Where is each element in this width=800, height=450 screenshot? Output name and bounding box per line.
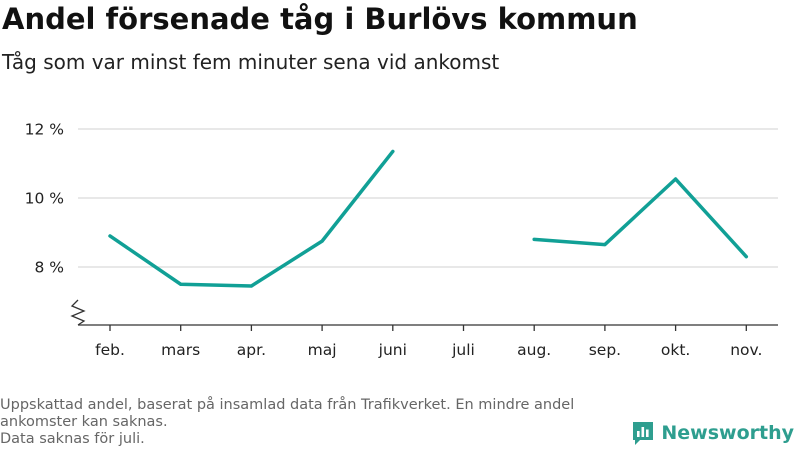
footer-missing-note: Data saknas för juli. bbox=[0, 431, 145, 447]
series-line-segment bbox=[532, 177, 749, 259]
y-tick-label: 8 % bbox=[34, 259, 64, 277]
y-axis-break-icon bbox=[70, 299, 86, 326]
y-tick-label: 12 % bbox=[25, 121, 64, 139]
line-chart: 8 % 10 % 12 % feb. mars apr. maj juni juli aug. se… bbox=[25, 121, 778, 359]
x-tick-label: mars bbox=[161, 341, 200, 359]
brand-logo: Newsworthy bbox=[631, 419, 794, 447]
x-tick-label: nov. bbox=[730, 341, 762, 359]
chart-title: Andel försenade tåg i Burlövs kommun bbox=[2, 2, 638, 36]
chart-footer: Uppskattad andel, baserat på insamlad da… bbox=[0, 397, 630, 448]
chart-subtitle: Tåg som var minst fem minuter sena vid a… bbox=[2, 50, 500, 74]
x-tick-label: apr. bbox=[237, 341, 266, 359]
series-line-segment bbox=[108, 149, 395, 288]
x-tick-label: feb. bbox=[95, 341, 125, 359]
x-tick-label: juli bbox=[451, 341, 475, 359]
x-tick-label: maj bbox=[308, 341, 337, 359]
newsworthy-logo-icon bbox=[633, 422, 654, 445]
footer-note: Uppskattad andel, baserat på insamlad da… bbox=[0, 397, 575, 430]
y-tick-label: 10 % bbox=[25, 190, 64, 208]
brand-name: Newsworthy bbox=[661, 422, 794, 444]
x-tick-label: sep. bbox=[589, 341, 621, 359]
x-tick-label: juni bbox=[378, 341, 407, 359]
x-tick-label: okt. bbox=[661, 341, 690, 359]
x-tick-label: aug. bbox=[517, 341, 551, 359]
